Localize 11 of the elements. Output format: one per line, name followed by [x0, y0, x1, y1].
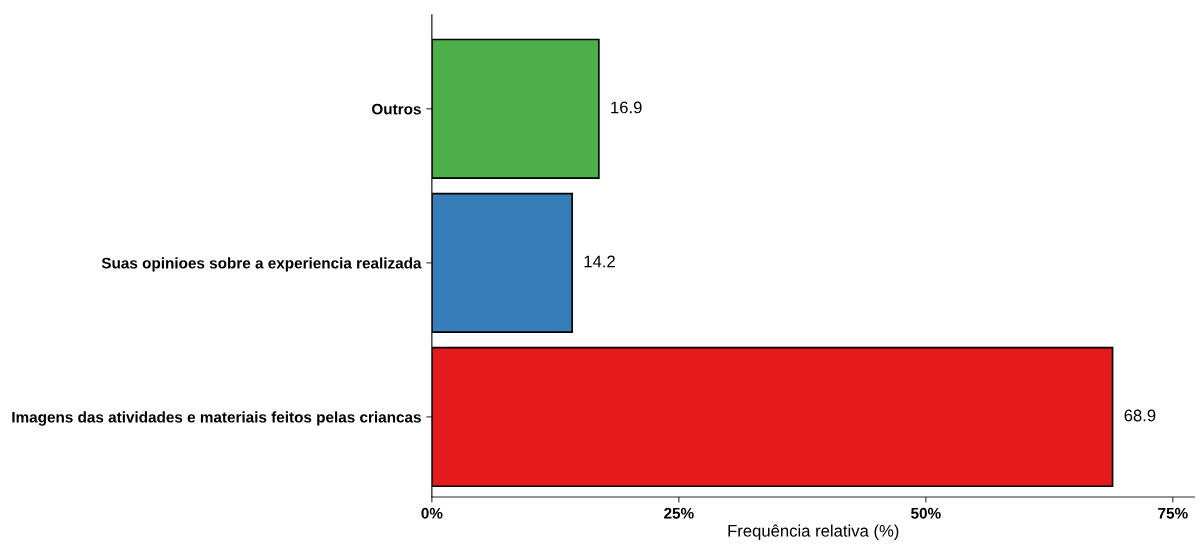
data-label: 14.2	[584, 255, 615, 268]
x-tick-label: 50%	[911, 507, 941, 519]
y-tick-label: Outros	[372, 103, 421, 115]
x-tick-label: 75%	[1158, 507, 1188, 519]
data-label: 16.9	[611, 101, 642, 114]
x-axis-title: Frequência relativa (%)	[728, 524, 899, 541]
y-tick-label: Suas opinioes sobre a experiencia realizada	[101, 257, 422, 272]
x-tick-label: 25%	[664, 507, 694, 519]
y-tick-label: Imagens das atividades e materiais feitos pelas criancas	[12, 411, 421, 426]
data-label: 68.9	[1124, 409, 1156, 422]
x-tick-label: 0%	[421, 507, 443, 519]
